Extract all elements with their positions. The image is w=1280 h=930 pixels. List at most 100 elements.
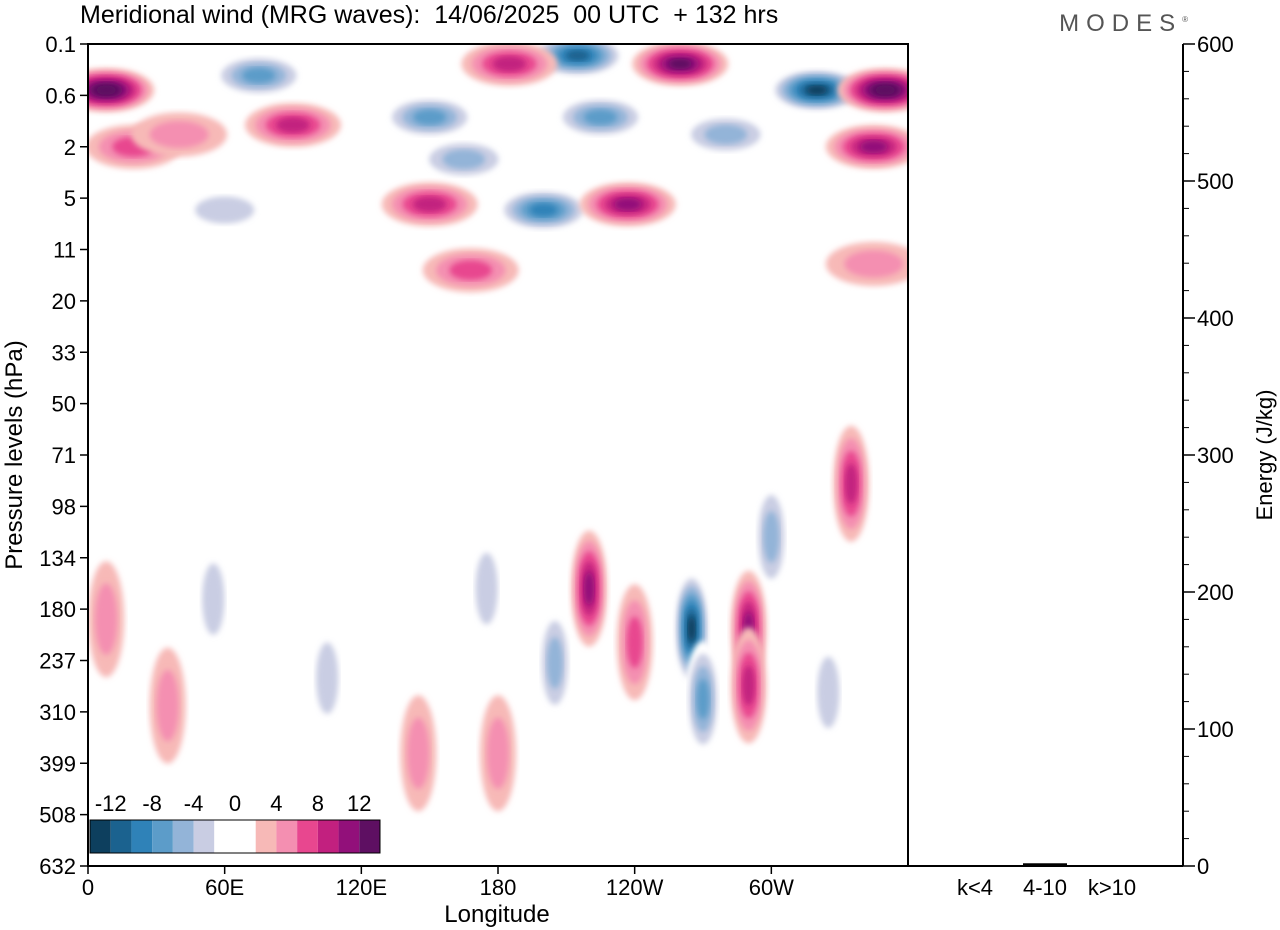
heatmap-cell [442,149,486,170]
energy-tick-label: 300 [1197,443,1234,468]
energy-axis-label: Energy (J/kg) [1252,390,1277,521]
heatmap-cell [202,563,225,635]
y-tick-label: 632 [39,854,76,879]
colorbar-swatch [90,820,111,853]
x-tick-label: 60E [205,875,244,900]
y-tick-label: 180 [39,597,76,622]
colorbar-swatch [193,820,215,853]
x-tick-label: 0 [82,875,94,900]
heatmap-cell [704,124,748,145]
x-tick-label: 60W [749,875,794,900]
colorbar-swatch [359,820,380,853]
heatmap-cell [492,56,527,72]
heatmap-cell [742,665,755,706]
colorbar-label: -4 [184,791,204,816]
heatmap-field [88,44,908,812]
energy-category-label: k>10 [1088,875,1136,900]
heatmap-cell [407,717,430,789]
y-tick-label: 0.1 [45,32,76,57]
heatmap-cell [763,511,780,563]
x-tick-label: 180 [480,875,517,900]
brand-mark: ® [1182,15,1188,24]
colorbar-frame [89,819,381,854]
colorbar-label: -12 [95,791,127,816]
heatmap-cell [486,717,510,789]
heatmap-cell [276,117,310,133]
energy-tick-label: 500 [1197,169,1234,194]
energy-tick-label: 200 [1197,580,1234,605]
y-tick-label: 2 [64,135,76,160]
colorbar-swatch [297,820,318,853]
heatmap-cell [413,109,447,125]
y-axis-label: Pressure levels (hPa) [1,340,28,569]
y-tick-label: 50 [52,392,76,417]
colorbar-swatch [131,820,153,853]
y-tick-label: 5 [64,186,76,211]
y-tick-label: 134 [39,546,76,571]
heatmap-cell [696,678,710,720]
y-tick-label: 0.6 [45,83,76,108]
y-tick-label: 33 [52,340,76,365]
y-tick-label: 20 [52,289,76,314]
heatmap-cell [875,85,896,95]
colorbar-swatch [110,820,132,853]
heatmap-cell [156,669,179,742]
heatmap-cell [844,250,904,278]
energy-tick-label: 0 [1197,854,1209,879]
energy-tick-label: 400 [1197,306,1234,331]
heatmap-cell [583,109,618,125]
heatmap-cell [614,198,642,211]
energy-bar [1023,863,1067,866]
heatmap-cell [449,260,493,281]
y-tick-label: 11 [53,238,76,263]
heatmap-cell [687,616,696,641]
energy-tick-label: 600 [1197,32,1234,57]
y-tick-label: 399 [39,751,76,776]
heatmap-cell [316,642,339,714]
colorbar-label: 12 [347,791,371,816]
axes: 0.1 0.6 2 5 11 20 33 50 71 98 134 180 237 310 399 508 63… [39,32,909,900]
heatmap-cell [546,637,563,689]
chart-title: Meridional wind (MRG waves): 14/06/2025 … [80,1,779,29]
brand-text: MODES [1059,10,1183,37]
colorbar-swatch [255,820,277,853]
heatmap-cell [844,463,858,504]
heatmap-cell [149,121,209,148]
colorbar-swatch [276,820,298,853]
heatmap-cell [817,656,840,729]
heatmap-cell [566,50,590,61]
colorbar-swatch [214,820,235,853]
heatmap-cell [413,196,447,212]
y-tick-label: 508 [39,803,76,828]
heatmap-cell [95,583,118,655]
heatmap-cell [860,140,888,154]
energy-bar [953,866,997,867]
heatmap-cell [96,85,117,95]
x-tick-label: 120W [606,875,664,900]
heatmap-cell [584,572,595,606]
energy-category-label: k<4 [957,875,993,900]
heatmap-cell [195,196,255,224]
energy-panel: 0 100 200 300 400 500 600 k<4 4-10 k>10 [908,32,1234,900]
colorbar-swatch [152,820,173,853]
x-axis-label: Longitude [444,901,549,928]
colorbar-label: -8 [142,791,162,816]
heatmap-cell [475,552,498,625]
colorbar-swatch [317,820,339,853]
colorbar-label: 4 [270,791,282,816]
heatmap-cell [806,85,828,95]
colorbar-swatch [338,820,360,853]
brand-logo: MODES® [1059,10,1188,38]
y-tick-label: 98 [52,494,76,519]
colorbar-swatch [172,820,194,853]
heatmap-cell [626,616,643,669]
heatmap-cell [529,203,558,217]
heatmap-cell [242,67,276,84]
energy-tick-label: 100 [1197,717,1234,742]
colorbar-label: 8 [312,791,324,816]
colorbar-swatch [235,820,256,853]
colorbar-label: 0 [229,791,241,816]
energy-bar [1090,866,1134,867]
y-tick-label: 310 [39,700,76,725]
x-tick-label: 120E [336,875,387,900]
